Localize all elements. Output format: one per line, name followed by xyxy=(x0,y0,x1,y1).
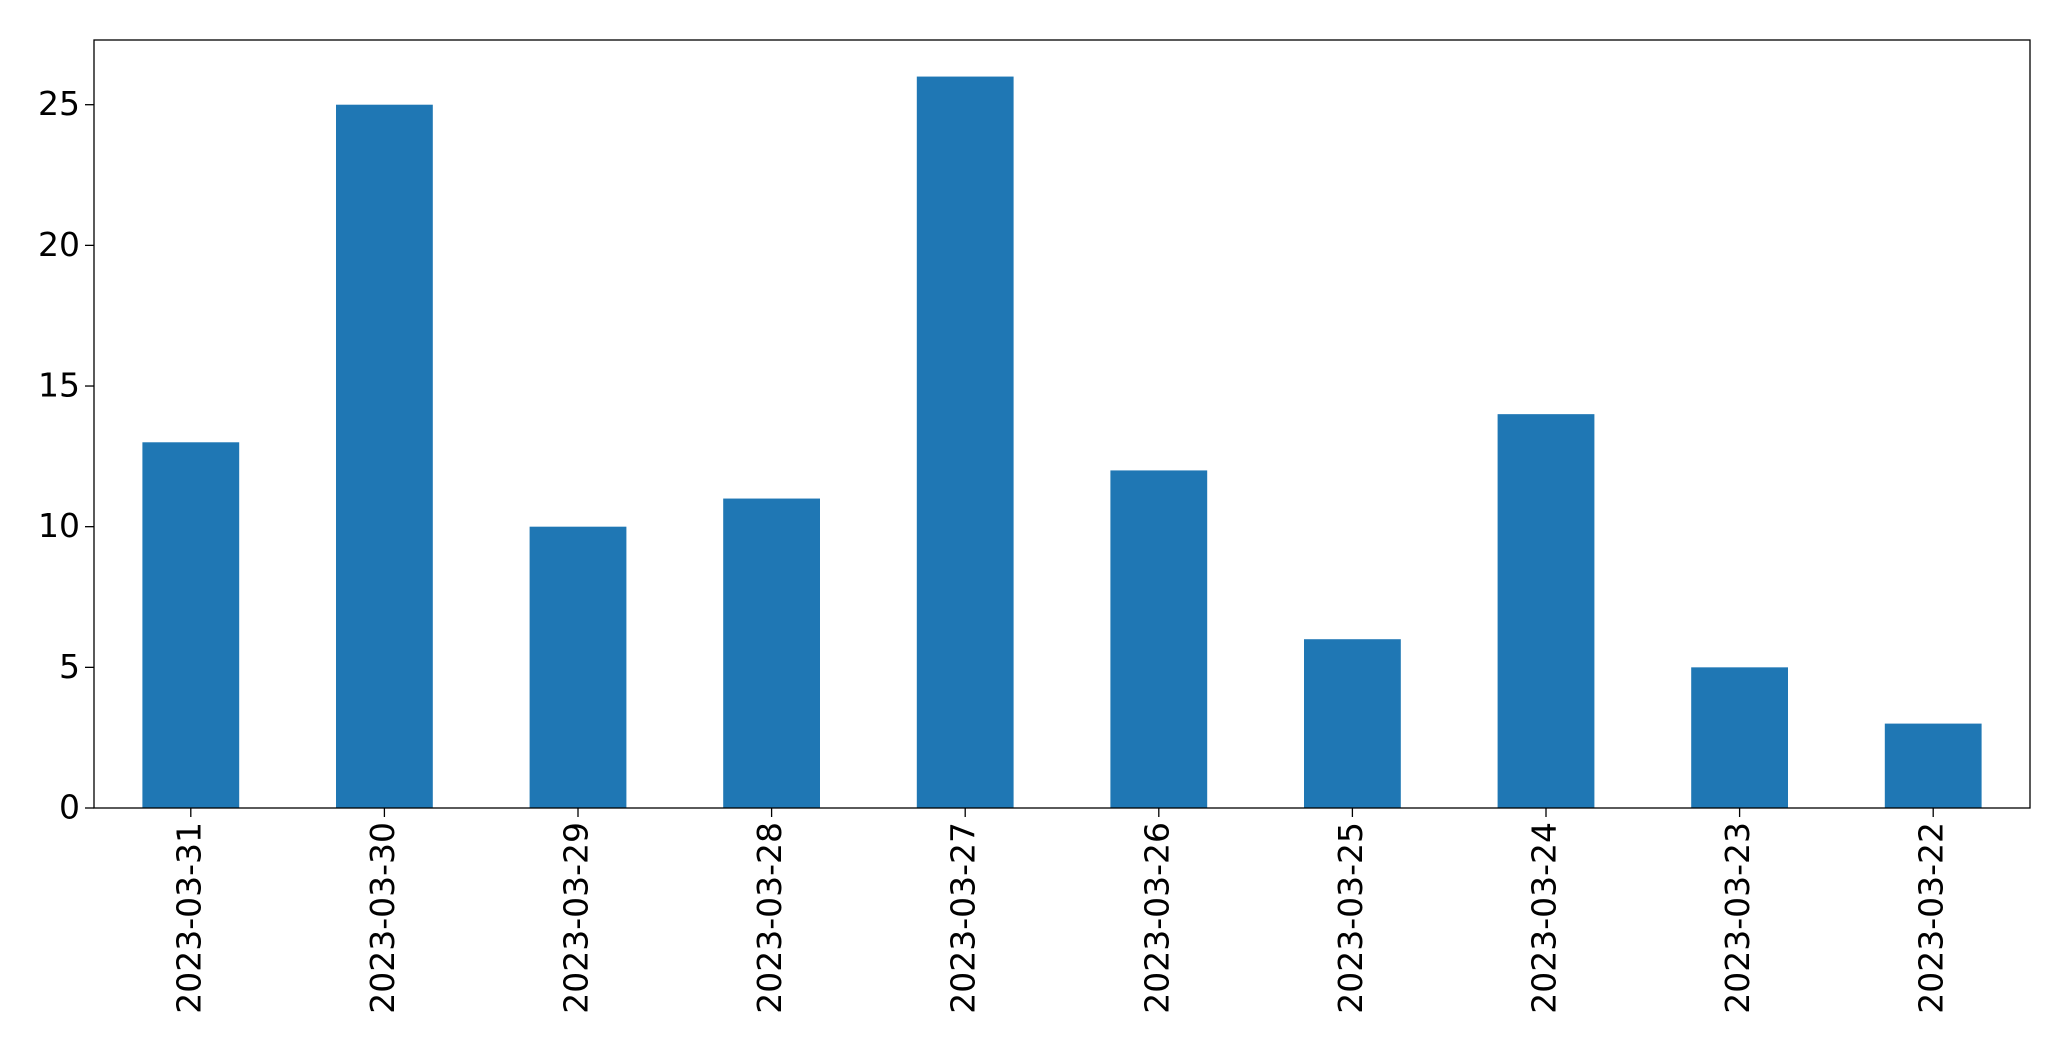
y-tick-label: 15 xyxy=(38,366,80,405)
x-tick-label: 2023-03-26 xyxy=(1137,822,1176,1014)
bar xyxy=(142,442,240,808)
y-tick-label: 0 xyxy=(59,788,80,827)
bar xyxy=(1304,639,1401,808)
y-tick-label: 10 xyxy=(38,506,80,545)
bar xyxy=(916,76,1014,809)
x-tick-label: 2023-03-24 xyxy=(1525,822,1564,1014)
x-tick-label: 2023-03-27 xyxy=(944,822,983,1014)
bar xyxy=(1110,470,1208,808)
x-tick-label: 2023-03-23 xyxy=(1718,822,1757,1014)
bar xyxy=(723,498,820,808)
bar xyxy=(1691,667,1788,808)
y-tick-label: 5 xyxy=(59,647,80,686)
x-tick-label: 2023-03-31 xyxy=(169,822,208,1014)
bar xyxy=(529,526,627,808)
x-tick-label: 2023-03-25 xyxy=(1331,822,1370,1014)
x-tick-label: 2023-03-22 xyxy=(1912,822,1951,1014)
y-tick-label: 25 xyxy=(38,84,80,123)
x-tick-label: 2023-03-29 xyxy=(557,822,596,1014)
bar xyxy=(1884,723,1982,808)
y-tick-label: 20 xyxy=(38,225,80,264)
x-tick-label: 2023-03-28 xyxy=(750,822,789,1014)
bar xyxy=(1497,414,1595,808)
bar xyxy=(336,104,433,808)
x-tick-label: 2023-03-30 xyxy=(363,822,402,1014)
plot-frame xyxy=(93,39,2031,809)
